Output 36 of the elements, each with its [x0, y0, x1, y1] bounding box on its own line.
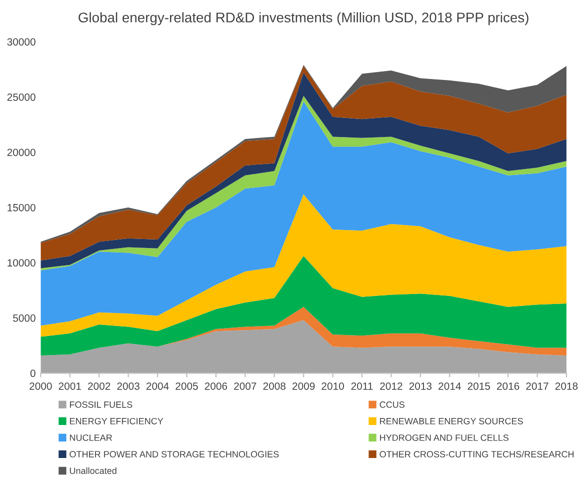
x-tick-label: 2012	[380, 382, 402, 390]
y-tick-label: 5000	[13, 314, 36, 322]
legend-label: HYDROGEN AND FUEL CELLS	[380, 434, 508, 441]
legend-label: Unallocated	[70, 467, 116, 474]
legend-label: OTHER POWER AND STORAGE TECHNOLOGIES	[70, 451, 279, 458]
chart-title: Global energy-related RD&D investments (Million USD, 2018 PPP prices)	[78, 12, 528, 26]
x-tick-label: 2007	[234, 382, 256, 390]
y-tick-label: 10000	[8, 259, 36, 267]
legend-label: OTHER CROSS-CUTTING TECHS/RESEARCH	[380, 450, 574, 458]
x-tick-label: 2016	[496, 382, 520, 390]
legend-label: ENERGY EFFICIENCY	[70, 418, 164, 424]
y-tick-label: 25000	[7, 93, 36, 101]
x-tick-label: 2004	[146, 382, 169, 390]
y-tick-label: 30000	[7, 38, 36, 46]
y-tick-label: 20000	[7, 148, 36, 156]
y-tick-label: 0	[30, 370, 36, 378]
x-tick-label: 2008	[263, 382, 286, 390]
x-tick-label: 2001	[58, 382, 81, 390]
legend-label: CCUS	[380, 401, 404, 408]
x-tick-label: 2011	[351, 382, 373, 390]
x-tick-label: 2005	[176, 382, 198, 390]
x-tick-label: 2009	[292, 382, 315, 390]
legend-label: NUCLEAR	[70, 434, 112, 441]
legend-label: RENEWABLE ENERGY SOURCES	[380, 418, 523, 424]
legend-label: FOSSIL FUELS	[70, 401, 132, 408]
x-tick-label: 2000	[30, 382, 52, 390]
x-tick-label: 2014	[438, 382, 461, 390]
x-tick-label: 2017	[526, 382, 548, 390]
x-tick-label: 2003	[117, 382, 140, 390]
x-tick-label: 2015	[468, 382, 490, 390]
x-tick-label: 2013	[409, 382, 432, 390]
x-tick-label: 2006	[204, 382, 228, 390]
x-tick-label: 2002	[88, 382, 110, 390]
y-tick-label: 15000	[8, 204, 36, 212]
x-tick-label: 2010	[322, 382, 344, 390]
x-tick-label: 2018	[555, 382, 578, 390]
